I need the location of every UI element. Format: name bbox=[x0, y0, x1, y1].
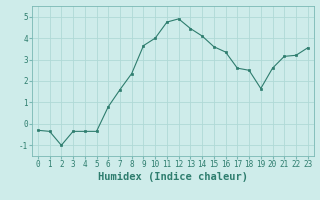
X-axis label: Humidex (Indice chaleur): Humidex (Indice chaleur) bbox=[98, 172, 248, 182]
